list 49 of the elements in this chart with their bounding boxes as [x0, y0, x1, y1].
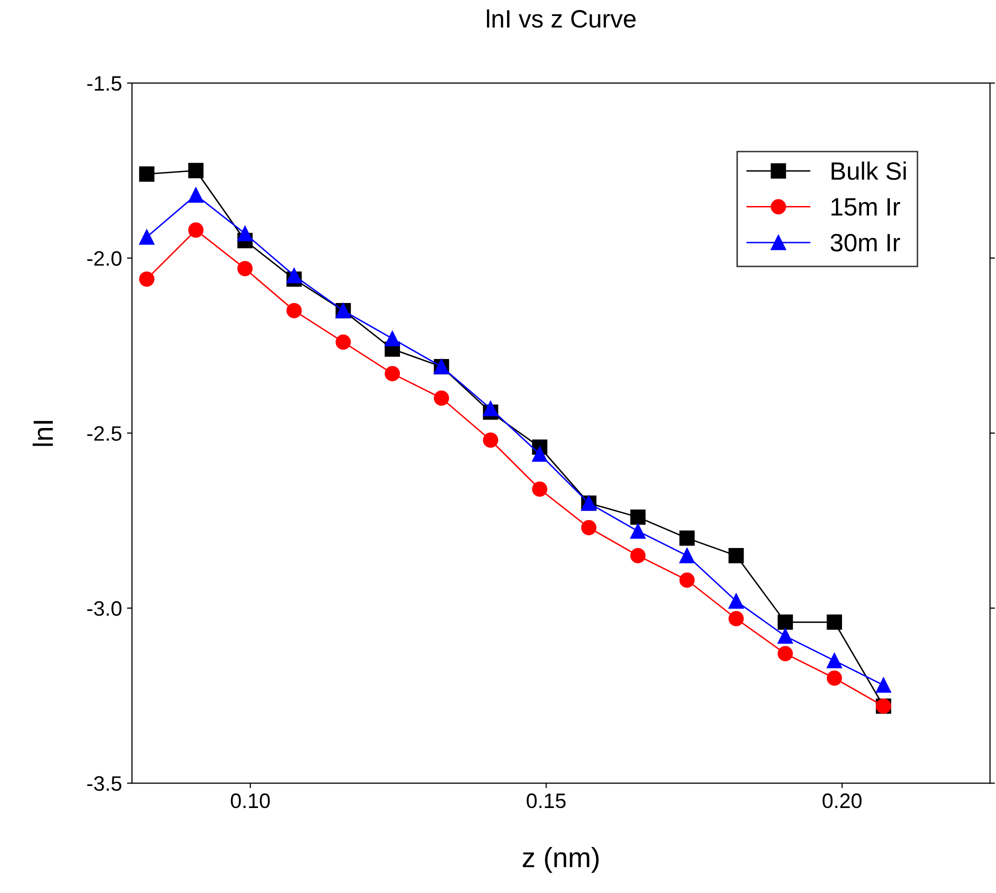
x-tick-label: 0.10 — [230, 793, 270, 808]
point — [630, 548, 646, 564]
point — [139, 166, 154, 182]
point — [188, 222, 204, 238]
point — [778, 628, 793, 644]
point — [728, 610, 744, 626]
y-axis-title: lnI — [32, 420, 53, 446]
point — [826, 670, 842, 686]
point — [778, 646, 793, 662]
point — [778, 614, 793, 630]
point — [482, 400, 498, 416]
y-tick-label: -3.5 — [87, 776, 122, 791]
point — [139, 229, 154, 245]
point — [728, 548, 744, 564]
point — [237, 226, 253, 242]
legend-label: 15m Ir — [832, 198, 900, 216]
y-tick-label: -2.5 — [87, 426, 122, 441]
point — [286, 302, 302, 318]
point — [630, 509, 646, 525]
point — [532, 446, 548, 462]
point — [286, 268, 302, 284]
point — [532, 481, 548, 497]
x-tick-label: 0.15 — [526, 793, 566, 808]
point — [876, 678, 892, 693]
point — [679, 530, 695, 546]
point — [630, 523, 646, 539]
x-axis-title: z (nm) — [522, 847, 599, 873]
point — [679, 548, 695, 564]
chart-title: lnI vs z Curve — [486, 9, 636, 28]
y-tick-label: -2.0 — [87, 251, 122, 266]
point — [482, 432, 498, 448]
point — [826, 614, 842, 630]
point — [826, 653, 842, 668]
y-tick-label: -3.0 — [87, 601, 122, 616]
legend-label: 30m Ir — [830, 234, 900, 252]
legend-label: Bulk Si — [832, 162, 906, 180]
point — [188, 162, 204, 178]
point — [384, 330, 400, 346]
point — [384, 366, 400, 382]
point — [139, 271, 154, 287]
point — [237, 260, 253, 276]
point — [336, 334, 351, 350]
point — [434, 390, 450, 406]
point — [188, 187, 204, 203]
point — [679, 572, 695, 588]
y-tick-label: -1.5 — [87, 76, 122, 91]
point — [581, 520, 596, 536]
x-tick-label: 0.20 — [822, 793, 862, 808]
point — [728, 593, 744, 609]
